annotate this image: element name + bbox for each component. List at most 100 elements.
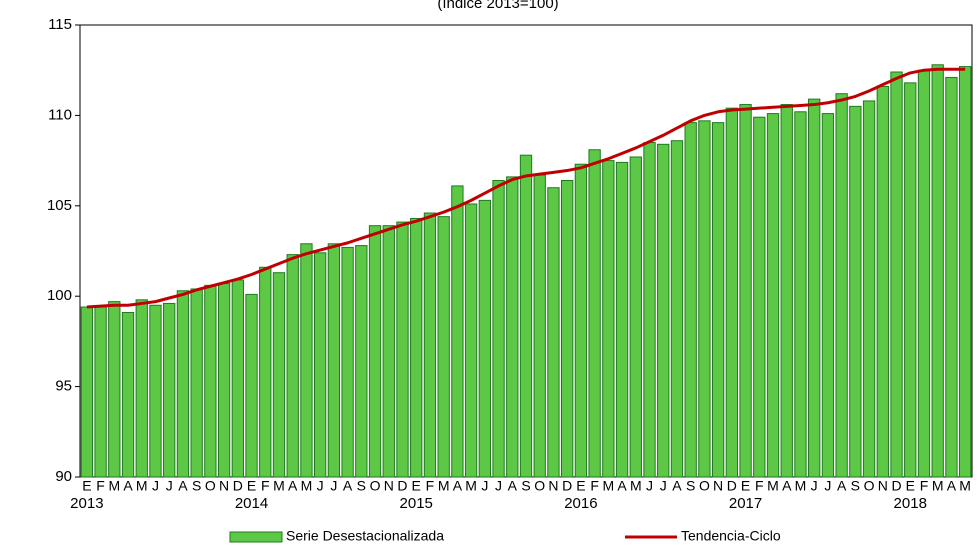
bar xyxy=(163,302,176,478)
y-tick-label: 110 xyxy=(48,106,72,123)
bar xyxy=(561,179,574,478)
x-tick-label: S xyxy=(192,478,201,494)
x-tick-label: A xyxy=(178,478,188,494)
x-tick-label: E xyxy=(576,478,585,494)
bar xyxy=(711,122,725,478)
bar xyxy=(492,179,505,478)
x-tick-label: N xyxy=(219,478,229,494)
x-tick-label: A xyxy=(837,478,847,494)
x-tick-label: O xyxy=(205,478,216,494)
bar xyxy=(794,111,807,478)
x-tick-label: J xyxy=(660,478,667,494)
bar xyxy=(272,272,286,478)
bar xyxy=(808,98,821,478)
bar xyxy=(135,299,148,478)
year-label: 2017 xyxy=(729,495,762,512)
bar xyxy=(684,122,697,478)
x-tick-label: N xyxy=(548,478,558,494)
legend-swatch xyxy=(229,531,283,543)
x-tick-label: E xyxy=(82,478,91,494)
legend-label: Serie Desestacionalizada xyxy=(286,528,444,544)
x-tick-label: D xyxy=(397,478,407,494)
bar xyxy=(423,212,437,478)
x-tick-label: A xyxy=(508,478,518,494)
bar xyxy=(766,113,780,478)
x-tick-label: D xyxy=(233,478,243,494)
bar xyxy=(945,76,958,478)
x-tick-label: S xyxy=(521,478,530,494)
bar xyxy=(862,100,876,478)
x-tick-label: J xyxy=(152,478,159,494)
bar xyxy=(478,199,491,478)
x-tick-label: S xyxy=(686,478,695,494)
y-tick-label: 115 xyxy=(48,16,72,33)
x-tick-label: A xyxy=(453,478,463,494)
bar xyxy=(368,225,382,478)
x-tick-label: J xyxy=(481,478,488,494)
x-tick-label: J xyxy=(646,478,653,494)
x-tick-label: M xyxy=(108,478,120,494)
x-tick-label: F xyxy=(261,478,270,494)
bar xyxy=(108,301,121,478)
bar xyxy=(382,225,395,478)
bar xyxy=(313,252,327,478)
x-tick-label: A xyxy=(947,478,957,494)
x-tick-label: J xyxy=(166,478,173,494)
bar xyxy=(753,116,766,478)
bar xyxy=(876,85,889,478)
x-tick-label: O xyxy=(864,478,875,494)
x-tick-label: M xyxy=(932,478,944,494)
bar xyxy=(821,113,835,478)
bar xyxy=(849,105,862,478)
x-tick-label: M xyxy=(603,478,615,494)
y-tick-label: 95 xyxy=(55,378,72,395)
x-tick-label: M xyxy=(136,478,148,494)
x-tick-label: O xyxy=(370,478,381,494)
bar xyxy=(410,217,423,478)
bar xyxy=(204,284,217,478)
x-tick-label: N xyxy=(878,478,888,494)
bar xyxy=(259,266,272,478)
x-tick-label: F xyxy=(920,478,929,494)
x-tick-label: E xyxy=(412,478,421,494)
x-tick-label: E xyxy=(906,478,915,494)
bar xyxy=(231,279,244,478)
trend-line xyxy=(86,67,966,309)
x-tick-label: A xyxy=(617,478,627,494)
bar xyxy=(533,174,546,478)
x-tick-label: O xyxy=(699,478,710,494)
bar xyxy=(80,306,94,478)
x-tick-label: A xyxy=(343,478,353,494)
y-tick-label: 100 xyxy=(47,287,72,304)
x-tick-label: M xyxy=(795,478,807,494)
bar xyxy=(121,311,135,478)
x-tick-label: N xyxy=(384,478,394,494)
chart-subtitle: (índice 2013=100) xyxy=(437,0,558,12)
x-tick-label: F xyxy=(590,478,599,494)
bar xyxy=(739,104,752,478)
bar xyxy=(780,104,793,478)
bar xyxy=(506,176,519,478)
x-tick-label: A xyxy=(672,478,682,494)
x-tick-label: S xyxy=(851,478,860,494)
x-tick-label: E xyxy=(741,478,750,494)
bar xyxy=(464,203,478,478)
x-tick-label: M xyxy=(767,478,779,494)
x-tick-label: M xyxy=(438,478,450,494)
year-label: 2016 xyxy=(564,495,597,512)
bar xyxy=(643,142,656,478)
bar xyxy=(437,216,450,478)
year-label: 2014 xyxy=(235,495,268,512)
bar xyxy=(451,185,464,478)
x-tick-label: A xyxy=(123,478,133,494)
x-tick-label: J xyxy=(317,478,324,494)
bar xyxy=(327,243,341,478)
bar xyxy=(341,246,354,478)
bar xyxy=(835,93,848,478)
bar xyxy=(890,71,903,478)
x-tick-label: N xyxy=(713,478,723,494)
bar xyxy=(615,161,629,478)
x-tick-label: M xyxy=(630,478,642,494)
legend-label: Tendencia-Ciclo xyxy=(681,528,781,544)
